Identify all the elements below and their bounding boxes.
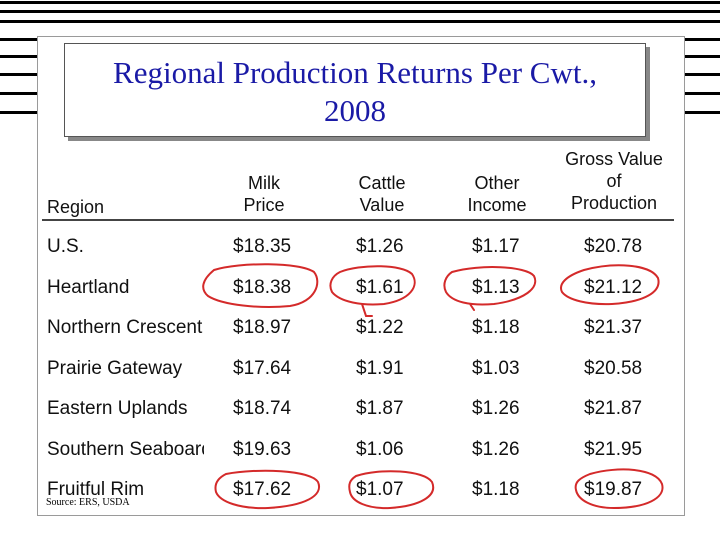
cell-milk-price: $18.97 <box>233 317 292 338</box>
cell-milk-price: $18.35 <box>233 236 292 257</box>
cell-other-income: $1.26 <box>472 398 520 419</box>
cell-gross-value: $21.95 <box>584 439 643 460</box>
circle-heartland-other <box>443 266 537 311</box>
cell-other-income: $1.26 <box>472 439 520 460</box>
header-region: Region <box>47 196 104 218</box>
header-milk-price: Milk Price <box>228 172 300 216</box>
header-cattle-line-2: Value <box>359 195 405 215</box>
header-region-line-1: Region <box>47 197 105 217</box>
cell-milk-price: $18.74 <box>233 398 292 419</box>
top-stripes <box>0 0 720 26</box>
right-stripes <box>650 0 720 130</box>
cell-milk-price: $17.64 <box>233 358 292 379</box>
cell-region: Southern Seaboard <box>47 439 204 460</box>
header-other-line-2: Income <box>467 195 527 215</box>
circle-heartland-cattle <box>329 265 416 317</box>
cell-milk-price: $18.38 <box>233 277 292 298</box>
circle-fruitful-cattle <box>348 470 435 510</box>
source-note: Source: ERS, USDA <box>44 497 132 508</box>
cell-region: Heartland <box>47 277 130 298</box>
cell-gross-value: $20.58 <box>584 358 643 379</box>
cell-cattle-value: $1.06 <box>356 439 404 460</box>
cell-other-income: $1.18 <box>472 479 520 500</box>
cell-region: U.S. <box>47 236 84 257</box>
left-stripes <box>0 0 40 130</box>
cell-region: Northern Crescent <box>47 317 203 338</box>
cell-gross-value: $21.87 <box>584 398 643 419</box>
circle-heartland-milk <box>202 263 319 308</box>
cell-gross-value: $21.37 <box>584 317 643 338</box>
cell-gross-value: $21.12 <box>584 277 643 298</box>
cell-milk-price: $19.63 <box>233 439 292 460</box>
header-cattle-value: Cattle Value <box>346 172 418 216</box>
cell-region: Prairie Gateway <box>47 358 183 379</box>
cell-cattle-value: $1.87 <box>356 398 404 419</box>
cell-cattle-value: $1.07 <box>356 479 404 500</box>
annotation-strokes <box>202 263 664 510</box>
header-milk-line-1: Milk <box>248 173 280 193</box>
header-other-income: Other Income <box>458 172 536 216</box>
circle-heartland-gross <box>560 264 660 306</box>
title-line-1: Regional Production Returns Per Cwt., <box>113 55 597 90</box>
cell-other-income: $1.13 <box>472 277 520 298</box>
header-gross-line-3: Production <box>570 193 658 213</box>
cell-region: Eastern Uplands <box>47 398 188 419</box>
cell-cattle-value: $1.22 <box>356 317 404 338</box>
cell-cattle-value: $1.61 <box>356 277 404 298</box>
cell-gross-value: $20.78 <box>584 236 643 257</box>
header-gross-line-1: Gross Value <box>565 149 663 169</box>
cell-other-income: $1.18 <box>472 317 520 338</box>
cell-other-income: $1.03 <box>472 358 520 379</box>
header-gross-line-2: of <box>606 171 622 191</box>
header-other-line-1: Other <box>474 173 520 193</box>
circle-fruitful-gross <box>574 468 664 510</box>
header-cattle-line-1: Cattle <box>358 173 406 193</box>
cell-region: Fruitful Rim <box>47 479 145 500</box>
cell-cattle-value: $1.26 <box>356 236 404 257</box>
slide-title: Regional Production Returns Per Cwt., 20… <box>64 43 646 137</box>
cell-other-income: $1.17 <box>472 236 520 257</box>
cell-cattle-value: $1.91 <box>356 358 404 379</box>
title-line-2: 2008 <box>324 93 386 128</box>
header-milk-line-2: Price <box>243 195 285 215</box>
header-rule <box>42 219 674 221</box>
cell-gross-value: $19.87 <box>584 479 643 500</box>
cell-milk-price: $17.62 <box>233 479 292 500</box>
circle-fruitful-milk <box>214 469 321 510</box>
header-gross-value: Gross Value of Production <box>556 148 672 214</box>
